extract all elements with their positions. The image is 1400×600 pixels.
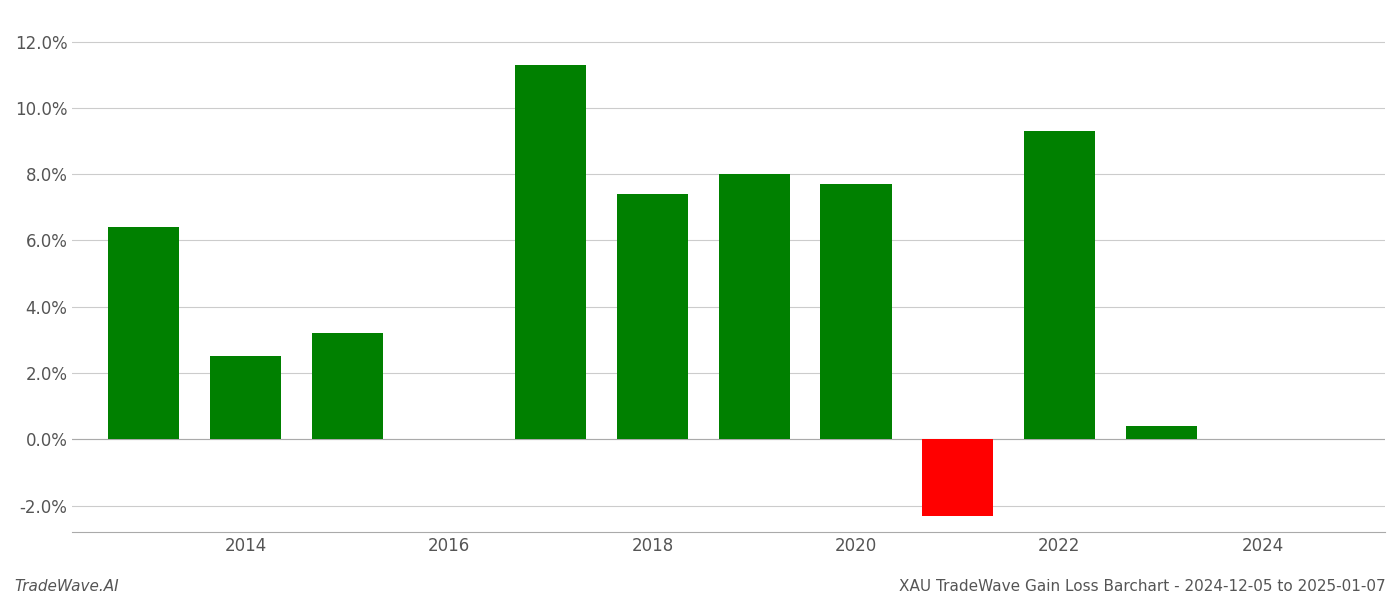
Bar	[820, 184, 892, 439]
Bar	[312, 333, 382, 439]
Text: XAU TradeWave Gain Loss Barchart - 2024-12-05 to 2025-01-07: XAU TradeWave Gain Loss Barchart - 2024-…	[899, 579, 1386, 594]
Bar	[210, 356, 281, 439]
Bar	[923, 439, 993, 515]
Text: TradeWave.AI: TradeWave.AI	[14, 579, 119, 594]
Bar	[515, 65, 587, 439]
Bar	[718, 174, 790, 439]
Bar	[1023, 131, 1095, 439]
Bar	[108, 227, 179, 439]
Bar	[617, 194, 687, 439]
Bar	[1126, 426, 1197, 439]
